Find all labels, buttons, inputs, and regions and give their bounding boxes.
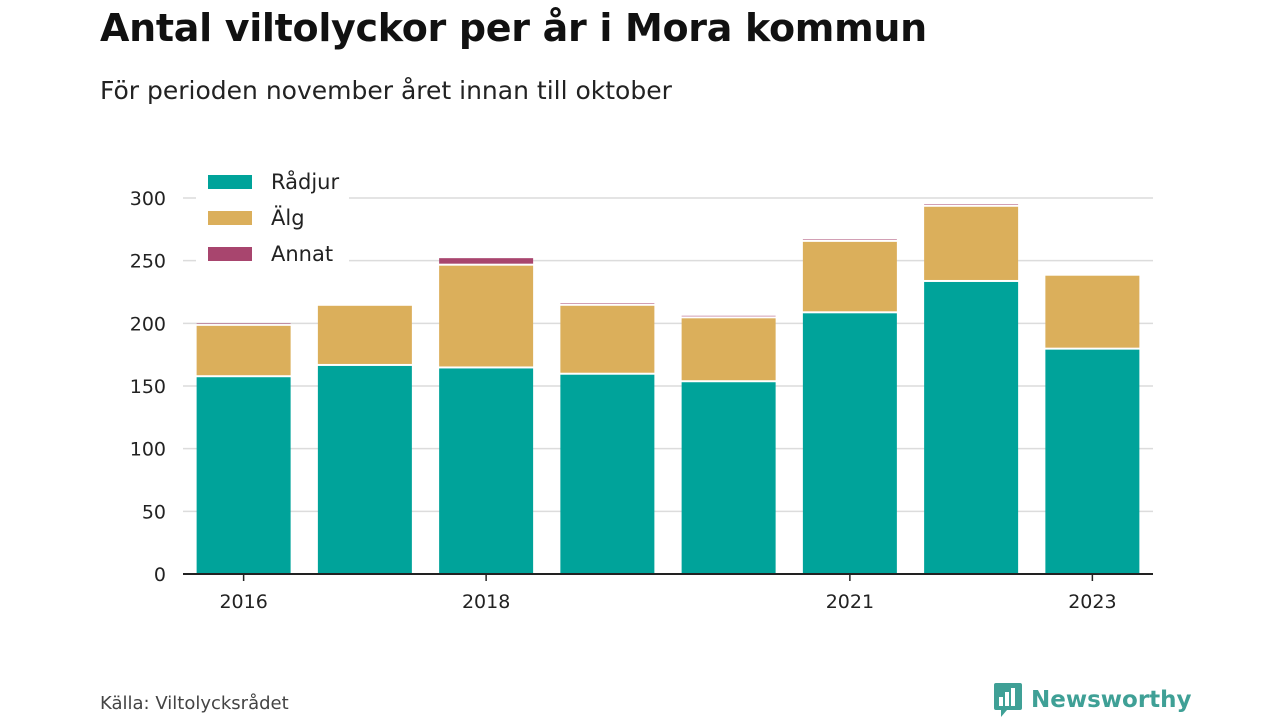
bar-segment-annat [802,239,897,240]
bar-segment-älg [560,305,655,373]
y-tick-label: 250 [130,251,166,273]
legend: Rådjur Älg Annat [196,162,349,272]
x-tick-label: 2021 [826,591,874,613]
brand-name: Newsworthy [1031,687,1192,713]
y-axis-ticks: 0 50 100 150 200 250 300 [130,188,166,586]
chart-subtitle: För perioden november året innan till ok… [100,76,672,105]
bar-segment-annat [560,303,655,304]
bar-segment-rådjur [924,281,1019,574]
bar-segment-rådjur [439,368,534,574]
brand-logo: Newsworthy [993,682,1192,718]
bar-segment-älg [317,305,412,364]
y-tick-label: 0 [154,564,166,586]
x-axis: 2016 2018 2021 2023 [183,573,1153,613]
legend-label: Älg [271,205,305,230]
bar-segment-rådjur [802,313,897,574]
newsworthy-logo-icon [994,683,1022,717]
legend-swatch [208,211,252,225]
legend-label: Rådjur [271,169,339,194]
bar-segment-annat [439,258,534,264]
bar-segment-älg [196,325,291,376]
bar-segment-älg [802,241,897,312]
bar-segment-annat [924,204,1019,205]
bar-stacks [196,204,1140,574]
legend-swatch [208,247,252,261]
legend-swatch [208,175,252,189]
x-tick-label: 2023 [1068,591,1116,613]
bar-segment-rådjur [196,377,291,574]
bar-segment-annat [681,315,776,317]
bar-segment-älg [681,318,776,381]
bar-segment-älg [1045,275,1140,348]
bar-segment-rådjur [560,374,655,574]
chart-title: Antal viltolyckor per år i Mora kommun [100,6,927,50]
bar-chart: 0 50 100 150 200 250 300 2016 2018 2021 2023 Rådj… [129,162,1153,613]
source-note: Källa: Viltolycksrådet [100,693,289,714]
bar-segment-älg [439,265,534,367]
bar-segment-rådjur [1045,349,1140,574]
y-tick-label: 300 [130,188,166,210]
x-tick-label: 2018 [462,591,510,613]
y-tick-label: 50 [142,501,166,523]
y-tick-label: 100 [130,439,166,461]
bar-segment-älg [924,206,1019,280]
x-tick-label: 2016 [219,591,267,613]
y-tick-label: 150 [130,376,166,398]
bar-segment-rådjur [317,365,412,574]
bar-segment-annat [196,323,291,324]
legend-label: Annat [271,242,333,266]
bar-segment-rådjur [681,382,776,574]
y-tick-label: 200 [130,313,166,335]
